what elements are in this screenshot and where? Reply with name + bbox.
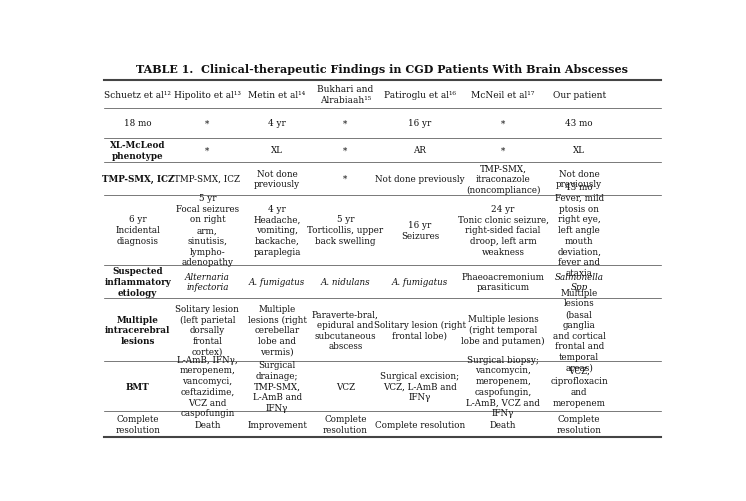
Text: Alternaria
infectoria: Alternaria infectoria bbox=[185, 272, 230, 292]
Text: Paraverte-bral,
epidural and
subcutaneous
abscess: Paraverte-bral, epidural and subcutaneou… bbox=[312, 310, 379, 351]
Text: TMP-SMX, ICZ: TMP-SMX, ICZ bbox=[101, 175, 174, 184]
Text: XL: XL bbox=[271, 146, 283, 155]
Text: Multiple lesions
(right temporal
lobe and putamen): Multiple lesions (right temporal lobe an… bbox=[461, 315, 545, 346]
Text: Solitary lesion (right
frontal lobe): Solitary lesion (right frontal lobe) bbox=[374, 320, 466, 340]
Text: XL: XL bbox=[573, 146, 585, 155]
Text: VCZ,
ciprofloxacin
and
meropenem: VCZ, ciprofloxacin and meropenem bbox=[551, 366, 608, 407]
Text: A. fumigatus: A. fumigatus bbox=[249, 278, 305, 287]
Text: TMP-SMX, ICZ: TMP-SMX, ICZ bbox=[175, 175, 240, 184]
Text: 5 yr
Torticollis, upper
back swelling: 5 yr Torticollis, upper back swelling bbox=[307, 215, 383, 245]
Text: 4 yr: 4 yr bbox=[269, 119, 286, 128]
Text: Complete
resolution: Complete resolution bbox=[116, 414, 160, 434]
Text: Multiple
lesions
(basal
ganglia
and cortical
frontal and
temporal
areas): Multiple lesions (basal ganglia and cort… bbox=[553, 288, 606, 372]
Text: *: * bbox=[343, 175, 348, 184]
Text: 16 yr: 16 yr bbox=[408, 119, 431, 128]
Text: Complete
resolution: Complete resolution bbox=[323, 414, 368, 434]
Text: Surgical excision;
VCZ, L-AmB and
IFNγ: Surgical excision; VCZ, L-AmB and IFNγ bbox=[380, 371, 460, 402]
Text: 43 mo
Fever, mild
ptosis on
right eye,
left angle
mouth
deviation,
fever and
ata: 43 mo Fever, mild ptosis on right eye, l… bbox=[554, 183, 604, 278]
Text: VCZ: VCZ bbox=[336, 382, 355, 391]
Text: Surgical biopsy;
vancomycin,
meropenem,
caspofungin,
L-AmB, VCZ and
IFNγ: Surgical biopsy; vancomycin, meropenem, … bbox=[466, 355, 540, 418]
Text: Death: Death bbox=[194, 420, 221, 429]
Text: Salmonella
Spp: Salmonella Spp bbox=[555, 272, 604, 292]
Text: L-AmB, IFNγ,
meropenem,
vancomyci,
ceftazidime,
VCZ and
caspofungin: L-AmB, IFNγ, meropenem, vancomyci, cefta… bbox=[177, 355, 238, 418]
Text: TABLE 1.  Clinical-therapeutic Findings in CGD Patients With Brain Abscesses: TABLE 1. Clinical-therapeutic Findings i… bbox=[137, 64, 628, 75]
Text: Multiple
intracerebral
lesions: Multiple intracerebral lesions bbox=[105, 315, 170, 345]
Text: BMT: BMT bbox=[126, 382, 150, 391]
Text: *: * bbox=[501, 146, 505, 155]
Text: A. fumigatus: A. fumigatus bbox=[392, 278, 448, 287]
Text: Not done previously: Not done previously bbox=[375, 175, 465, 184]
Text: A. nidulans: A. nidulans bbox=[321, 278, 370, 287]
Text: Solitary lesion
(left parietal
dorsally
frontal
cortex): Solitary lesion (left parietal dorsally … bbox=[175, 304, 239, 356]
Text: XL-McLeod
phenotype: XL-McLeod phenotype bbox=[110, 141, 166, 160]
Text: Improvement: Improvement bbox=[247, 420, 307, 429]
Text: 24 yr
Tonic clonic seizure,
right-sided facial
droop, left arm
weakness: 24 yr Tonic clonic seizure, right-sided … bbox=[457, 204, 548, 256]
Text: Patiroglu et al¹⁶: Patiroglu et al¹⁶ bbox=[384, 91, 456, 100]
Text: *: * bbox=[205, 146, 210, 155]
Text: Complete resolution: Complete resolution bbox=[374, 420, 465, 429]
Text: Suspected
inflammatory
etiology: Suspected inflammatory etiology bbox=[104, 267, 171, 297]
Text: TMP-SMX,
itraconazole
(noncompliance): TMP-SMX, itraconazole (noncompliance) bbox=[466, 164, 540, 194]
Text: 6 yr
Incidental
diagnosis: 6 yr Incidental diagnosis bbox=[116, 215, 160, 245]
Text: Phaeoacremonium
parasiticum: Phaeoacremonium parasiticum bbox=[462, 272, 545, 292]
Text: 4 yr
Headache,
vomiting,
backache,
paraplegia: 4 yr Headache, vomiting, backache, parap… bbox=[254, 204, 301, 256]
Text: Death: Death bbox=[490, 420, 516, 429]
Text: AR: AR bbox=[413, 146, 427, 155]
Text: *: * bbox=[501, 119, 505, 128]
Text: Not done
previously: Not done previously bbox=[556, 169, 602, 189]
Text: Complete
resolution: Complete resolution bbox=[557, 414, 602, 434]
Text: 16 yr
Seizures: 16 yr Seizures bbox=[401, 220, 439, 240]
Text: Metin et al¹⁴: Metin et al¹⁴ bbox=[248, 91, 306, 100]
Text: Multiple
lesions (right
cerebellar
lobe and
vermis): Multiple lesions (right cerebellar lobe … bbox=[248, 304, 307, 356]
Text: 5 yr
Focal seizures
on right
arm,
sinutisis,
lympho-
adenopathy: 5 yr Focal seizures on right arm, sinuti… bbox=[176, 193, 239, 267]
Text: Schuetz et al¹²: Schuetz et al¹² bbox=[104, 91, 172, 100]
Text: Our patient: Our patient bbox=[553, 91, 606, 100]
Text: Not done
previously: Not done previously bbox=[254, 169, 300, 189]
Text: *: * bbox=[343, 119, 348, 128]
Text: *: * bbox=[205, 119, 210, 128]
Text: *: * bbox=[343, 146, 348, 155]
Text: Hipolito et al¹³: Hipolito et al¹³ bbox=[174, 91, 241, 100]
Text: McNeil et al¹⁷: McNeil et al¹⁷ bbox=[471, 91, 535, 100]
Text: Bukhari and
Alrabiaah¹⁵: Bukhari and Alrabiaah¹⁵ bbox=[317, 85, 374, 105]
Text: Surgical
drainage;
TMP-SMX,
L-AmB and
IFNγ: Surgical drainage; TMP-SMX, L-AmB and IF… bbox=[253, 360, 301, 412]
Text: 18 mo: 18 mo bbox=[124, 119, 151, 128]
Text: 43 mo: 43 mo bbox=[565, 119, 593, 128]
